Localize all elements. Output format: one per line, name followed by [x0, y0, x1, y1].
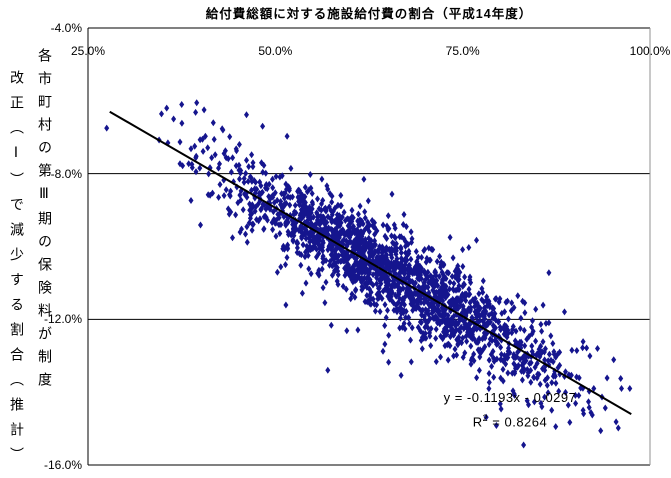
- x-tick-label: 50.0%: [258, 44, 293, 58]
- x-tick-label: 25.0%: [70, 44, 106, 58]
- y-tick-label: -4.0%: [50, 21, 82, 35]
- y-tick-label: -8.0%: [50, 166, 82, 181]
- trendline-equation: y = -0.1193x - 0.0297 R2 = 0.8264: [428, 388, 592, 432]
- x-tick-label: 100.0%: [629, 44, 671, 58]
- y-tick-label: -12.0%: [43, 312, 82, 327]
- y-axis-title-column-1: 各市町村の第Ⅲ期の保険料が制度: [37, 48, 53, 395]
- trendline-equation-line: y = -0.1193x - 0.0297: [443, 390, 577, 405]
- chart-title: 給付費総額に対する施設給付費の割合（平成14年度）: [205, 7, 533, 21]
- y-tick-label: -16.0%: [43, 458, 82, 472]
- x-tick-label: 75.0%: [445, 44, 480, 58]
- scatter-points: [104, 99, 633, 449]
- trendline-r2-line: R2 = 0.8264: [472, 413, 548, 430]
- y-axis-title-column-2: 改正（Ⅰ）で減少する割合（推計）: [9, 70, 25, 472]
- trend-line: [109, 110, 632, 415]
